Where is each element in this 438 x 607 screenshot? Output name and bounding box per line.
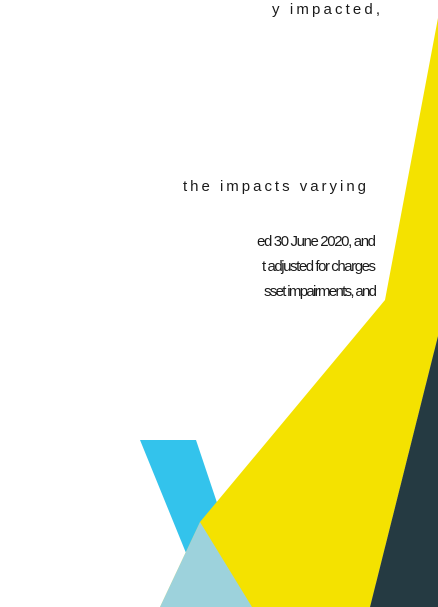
document-page: y impacted, the impacts varying ed 30 Ju… xyxy=(0,0,438,607)
text-line: the impacts varying xyxy=(183,178,366,195)
text-line: y impacted, xyxy=(272,1,380,18)
text-line: t adjusted for charges xyxy=(262,258,376,275)
text-line: ed 30 June 2020, and xyxy=(257,233,376,250)
page: {"text_lines": ["y impacted,", "the impa… xyxy=(0,0,438,607)
text-line: sset impairments, and xyxy=(264,283,377,300)
